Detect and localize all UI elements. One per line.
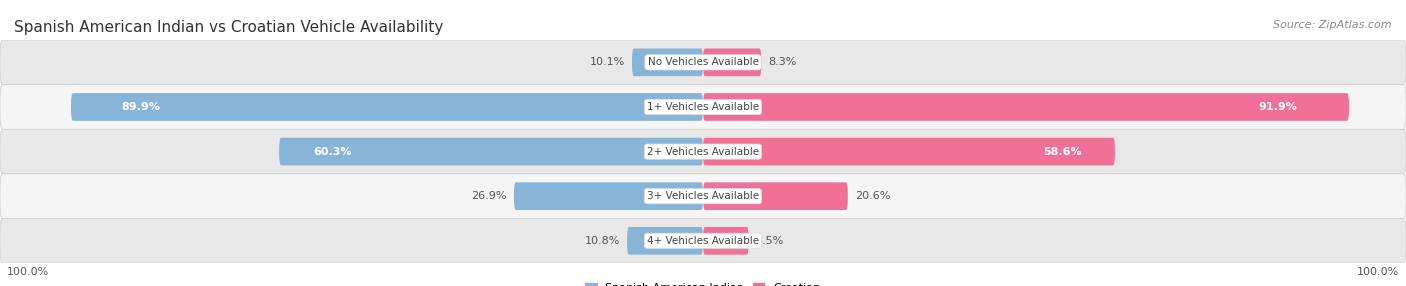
Text: 89.9%: 89.9% [121,102,160,112]
FancyBboxPatch shape [70,93,703,121]
Legend: Spanish American Indian, Croatian: Spanish American Indian, Croatian [581,279,825,286]
FancyBboxPatch shape [0,129,1406,174]
Text: 58.6%: 58.6% [1043,147,1083,156]
Text: 8.3%: 8.3% [768,57,797,67]
Text: 100.0%: 100.0% [7,267,49,277]
Text: 10.1%: 10.1% [589,57,624,67]
Text: Source: ZipAtlas.com: Source: ZipAtlas.com [1274,20,1392,30]
Text: 91.9%: 91.9% [1258,102,1298,112]
FancyBboxPatch shape [703,227,749,255]
Text: 2+ Vehicles Available: 2+ Vehicles Available [647,147,759,156]
FancyBboxPatch shape [703,49,762,76]
Text: 60.3%: 60.3% [314,147,352,156]
FancyBboxPatch shape [703,182,848,210]
Text: 3+ Vehicles Available: 3+ Vehicles Available [647,191,759,201]
FancyBboxPatch shape [278,138,703,165]
FancyBboxPatch shape [0,219,1406,263]
FancyBboxPatch shape [0,40,1406,85]
FancyBboxPatch shape [515,182,703,210]
FancyBboxPatch shape [703,93,1350,121]
Text: 26.9%: 26.9% [471,191,508,201]
Text: 4+ Vehicles Available: 4+ Vehicles Available [647,236,759,246]
FancyBboxPatch shape [703,138,1115,165]
Text: 10.8%: 10.8% [585,236,620,246]
Text: No Vehicles Available: No Vehicles Available [648,57,758,67]
Text: 100.0%: 100.0% [1357,267,1399,277]
FancyBboxPatch shape [633,49,703,76]
FancyBboxPatch shape [0,174,1406,219]
FancyBboxPatch shape [627,227,703,255]
Text: Spanish American Indian vs Croatian Vehicle Availability: Spanish American Indian vs Croatian Vehi… [14,20,443,35]
Text: 6.5%: 6.5% [756,236,785,246]
Text: 1+ Vehicles Available: 1+ Vehicles Available [647,102,759,112]
Text: 20.6%: 20.6% [855,191,890,201]
FancyBboxPatch shape [0,85,1406,129]
